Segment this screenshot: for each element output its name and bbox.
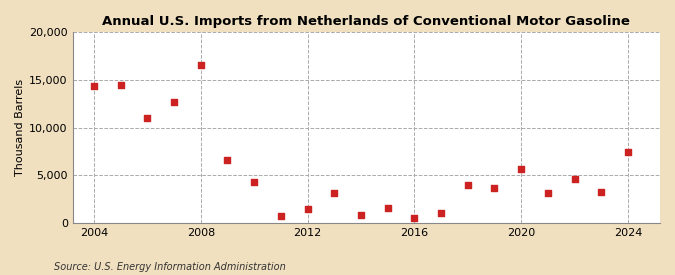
Point <box>543 190 554 195</box>
Point <box>249 180 260 184</box>
Point <box>462 183 473 187</box>
Point <box>275 214 286 219</box>
Point <box>596 189 607 194</box>
Point <box>382 206 393 210</box>
Point <box>356 212 367 217</box>
Point <box>62 157 73 161</box>
Point <box>622 150 633 155</box>
Point <box>302 207 313 211</box>
Y-axis label: Thousand Barrels: Thousand Barrels <box>15 79 25 176</box>
Point <box>88 84 99 89</box>
Point <box>115 82 126 87</box>
Point <box>489 186 500 190</box>
Point <box>516 166 526 171</box>
Point <box>142 116 153 120</box>
Point <box>569 177 580 182</box>
Point <box>222 158 233 162</box>
Point <box>169 100 180 104</box>
Point <box>329 190 340 195</box>
Title: Annual U.S. Imports from Netherlands of Conventional Motor Gasoline: Annual U.S. Imports from Netherlands of … <box>103 15 630 28</box>
Point <box>435 210 446 215</box>
Point <box>195 63 206 68</box>
Text: Source: U.S. Energy Information Administration: Source: U.S. Energy Information Administ… <box>54 262 286 272</box>
Point <box>409 216 420 221</box>
